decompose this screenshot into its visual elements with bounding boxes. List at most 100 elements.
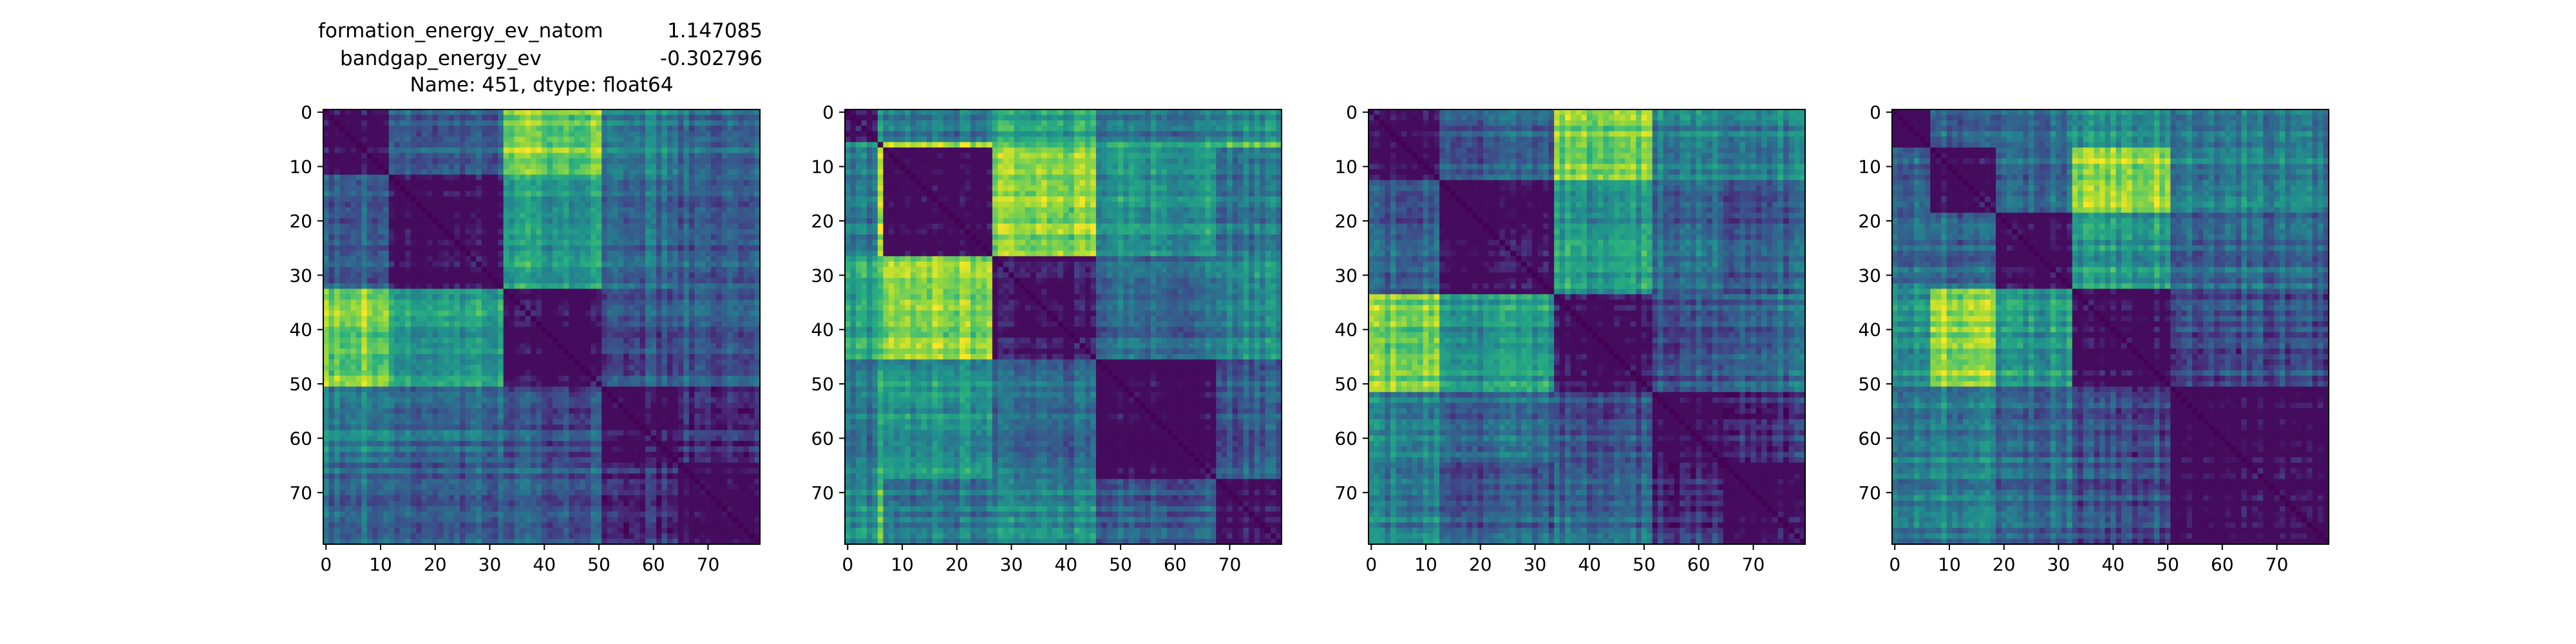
heatmap-cell <box>553 267 558 273</box>
heatmap-cell <box>526 115 531 120</box>
heatmap-cell <box>722 321 728 327</box>
heatmap-cell <box>601 327 607 333</box>
heatmap-cell <box>476 234 482 240</box>
heatmap-cell <box>612 299 618 305</box>
heatmap-cell <box>509 343 515 349</box>
heatmap-cell <box>493 305 498 311</box>
heatmap-cell <box>476 305 482 311</box>
heatmap-cell <box>422 419 428 425</box>
heatmap-cell <box>733 164 739 169</box>
heatmap-cell <box>323 397 329 403</box>
heatmap-cell <box>569 359 574 365</box>
heatmap-cell <box>667 370 673 376</box>
heatmap-cell <box>711 424 717 430</box>
heatmap-cell <box>482 126 488 131</box>
heatmap-cell <box>531 332 536 338</box>
heatmap-cell <box>482 245 488 251</box>
heatmap-cell <box>629 289 635 294</box>
heatmap-cell <box>585 185 591 191</box>
heatmap-cell <box>678 147 684 153</box>
heatmap-cell <box>596 251 602 256</box>
heatmap-cell <box>716 207 722 213</box>
heatmap-cell <box>672 191 678 197</box>
heatmap-cell <box>623 408 629 414</box>
heatmap-cell <box>553 153 558 159</box>
heatmap-cell <box>542 267 547 273</box>
heatmap-cell <box>727 261 733 267</box>
heatmap-cell <box>661 332 667 338</box>
heatmap-cell <box>427 180 433 186</box>
heatmap-cell <box>498 310 504 316</box>
heatmap-cell <box>547 158 553 164</box>
heatmap-cell <box>411 408 417 414</box>
heatmap-cell <box>661 370 667 376</box>
heatmap-cell <box>683 240 689 246</box>
heatmap-cell <box>372 397 378 403</box>
heatmap-cell <box>367 310 373 316</box>
heatmap-cell <box>672 180 678 186</box>
heatmap-cell <box>504 245 509 251</box>
heatmap-cell <box>493 419 498 425</box>
heatmap-cell <box>520 424 526 430</box>
heatmap-cell <box>476 316 482 322</box>
heatmap-cell <box>345 316 351 322</box>
heatmap-cell <box>607 386 613 392</box>
heatmap-cell <box>711 359 717 365</box>
heatmap-cell <box>569 294 574 300</box>
heatmap-cell <box>716 337 722 343</box>
heatmap-cell <box>334 403 340 409</box>
heatmap-cell <box>716 245 722 251</box>
heatmap-cell <box>438 414 444 420</box>
heatmap-cell <box>427 365 433 371</box>
heatmap-cell <box>427 234 433 240</box>
heatmap-cell <box>547 185 553 191</box>
heatmap-cell <box>553 278 558 284</box>
heatmap-cell <box>509 424 515 430</box>
heatmap-cell <box>672 202 678 207</box>
heatmap-cell <box>361 115 367 120</box>
heatmap-cell <box>634 142 640 148</box>
heatmap-cell <box>744 202 750 207</box>
heatmap-cell <box>683 229 689 235</box>
heatmap-cell <box>427 185 433 191</box>
heatmap-cell <box>542 251 547 256</box>
heatmap-cell <box>411 185 417 191</box>
heatmap-cell <box>427 256 433 262</box>
heatmap-cell <box>531 120 536 126</box>
heatmap-cell <box>744 337 750 343</box>
heatmap-cell <box>378 289 384 294</box>
heatmap-cell <box>656 321 662 327</box>
heatmap-cell <box>667 403 673 409</box>
heatmap-cell <box>689 223 695 229</box>
heatmap-cell <box>504 229 509 235</box>
heatmap-cell <box>504 267 509 273</box>
heatmap-cell <box>536 424 542 430</box>
heatmap-cell <box>542 310 547 316</box>
heatmap-cell <box>678 392 684 398</box>
heatmap-cell <box>526 386 531 392</box>
heatmap-cell <box>427 164 433 169</box>
heatmap-cell <box>422 240 428 246</box>
heatmap-cell <box>596 414 602 420</box>
heatmap-cell <box>722 386 728 392</box>
heatmap-cell <box>460 419 466 425</box>
heatmap-cell <box>394 267 400 273</box>
heatmap-cell <box>634 419 640 425</box>
heatmap-cell <box>411 180 417 186</box>
heatmap-cell <box>547 337 553 343</box>
heatmap-cell <box>334 251 340 256</box>
heatmap-cell <box>542 137 547 142</box>
heatmap-cell <box>694 245 700 251</box>
heatmap-cell <box>607 289 613 294</box>
heatmap-cell <box>476 267 482 273</box>
heatmap-cell <box>629 294 635 300</box>
heatmap-cell <box>601 191 607 197</box>
heatmap-cell <box>531 256 536 262</box>
heatmap-cell <box>722 142 728 148</box>
heatmap-cell <box>629 305 635 311</box>
heatmap-cell <box>438 305 444 311</box>
heatmap-cell <box>651 327 657 333</box>
heatmap-cell <box>678 365 684 371</box>
heatmap-cell <box>515 321 520 327</box>
heatmap-cell <box>493 408 498 414</box>
